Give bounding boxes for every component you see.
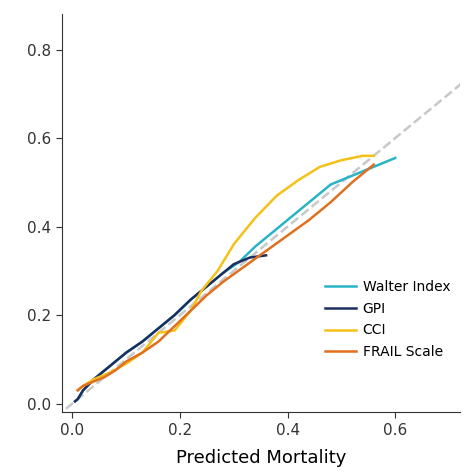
GPI	[247, 255, 253, 260]
CCI	[317, 164, 323, 170]
Line: Walter Index: Walter Index	[75, 158, 395, 401]
GPI	[204, 283, 210, 289]
Walter Index	[220, 270, 226, 276]
Walter Index	[204, 283, 210, 289]
FRAIL Scale	[75, 387, 81, 393]
CCI	[199, 288, 204, 293]
GPI	[155, 326, 161, 331]
Walter Index	[371, 164, 376, 170]
GPI	[91, 376, 97, 382]
FRAIL Scale	[188, 308, 193, 313]
Walter Index	[155, 326, 161, 331]
CCI	[295, 177, 301, 183]
FRAIL Scale	[242, 264, 247, 269]
GPI	[113, 359, 118, 365]
GPI	[220, 270, 226, 276]
FRAIL Scale	[204, 292, 210, 298]
Walter Index	[237, 259, 242, 265]
Legend: Walter Index, GPI, CCI, FRAIL Scale: Walter Index, GPI, CCI, FRAIL Scale	[319, 274, 456, 365]
FRAIL Scale	[263, 248, 269, 254]
CCI	[338, 157, 344, 163]
Line: GPI: GPI	[75, 255, 266, 401]
Walter Index	[113, 359, 118, 365]
Walter Index	[328, 182, 334, 187]
CCI	[172, 328, 177, 333]
FRAIL Scale	[285, 233, 291, 238]
GPI	[72, 399, 78, 404]
GPI	[188, 297, 193, 302]
FRAIL Scale	[113, 367, 118, 373]
FRAIL Scale	[123, 359, 129, 365]
Walter Index	[253, 244, 258, 249]
FRAIL Scale	[172, 323, 177, 329]
Walter Index	[139, 339, 145, 345]
Walter Index	[75, 396, 81, 402]
Walter Index	[188, 297, 193, 302]
FRAIL Scale	[306, 217, 312, 223]
FRAIL Scale	[102, 374, 108, 380]
Walter Index	[269, 230, 274, 236]
CCI	[231, 241, 237, 247]
CCI	[274, 193, 280, 199]
CCI	[253, 215, 258, 220]
CCI	[80, 383, 86, 389]
Walter Index	[172, 312, 177, 318]
Walter Index	[306, 200, 312, 205]
CCI	[155, 330, 161, 336]
FRAIL Scale	[155, 339, 161, 345]
CCI	[75, 387, 81, 393]
X-axis label: Predicted Mortality: Predicted Mortality	[175, 449, 346, 467]
CCI	[371, 153, 376, 159]
FRAIL Scale	[220, 279, 226, 285]
GPI	[102, 367, 108, 373]
Walter Index	[285, 217, 291, 223]
CCI	[360, 153, 366, 159]
FRAIL Scale	[80, 383, 86, 389]
GPI	[123, 350, 129, 356]
Walter Index	[123, 350, 129, 356]
FRAIL Scale	[91, 379, 97, 384]
GPI	[231, 261, 237, 267]
FRAIL Scale	[328, 200, 334, 205]
Line: CCI: CCI	[78, 156, 374, 390]
GPI	[80, 387, 86, 393]
Walter Index	[349, 173, 355, 179]
Walter Index	[102, 367, 108, 373]
GPI	[139, 339, 145, 345]
Walter Index	[392, 155, 398, 161]
CCI	[123, 361, 129, 366]
CCI	[188, 308, 193, 313]
GPI	[75, 396, 81, 402]
FRAIL Scale	[349, 180, 355, 185]
GPI	[172, 312, 177, 318]
GPI	[263, 253, 269, 258]
CCI	[107, 370, 113, 375]
CCI	[139, 350, 145, 356]
Walter Index	[91, 376, 97, 382]
Walter Index	[80, 387, 86, 393]
CCI	[215, 268, 220, 273]
Walter Index	[72, 399, 78, 404]
FRAIL Scale	[371, 162, 376, 167]
Line: FRAIL Scale: FRAIL Scale	[78, 164, 374, 390]
FRAIL Scale	[139, 350, 145, 356]
CCI	[91, 376, 97, 382]
